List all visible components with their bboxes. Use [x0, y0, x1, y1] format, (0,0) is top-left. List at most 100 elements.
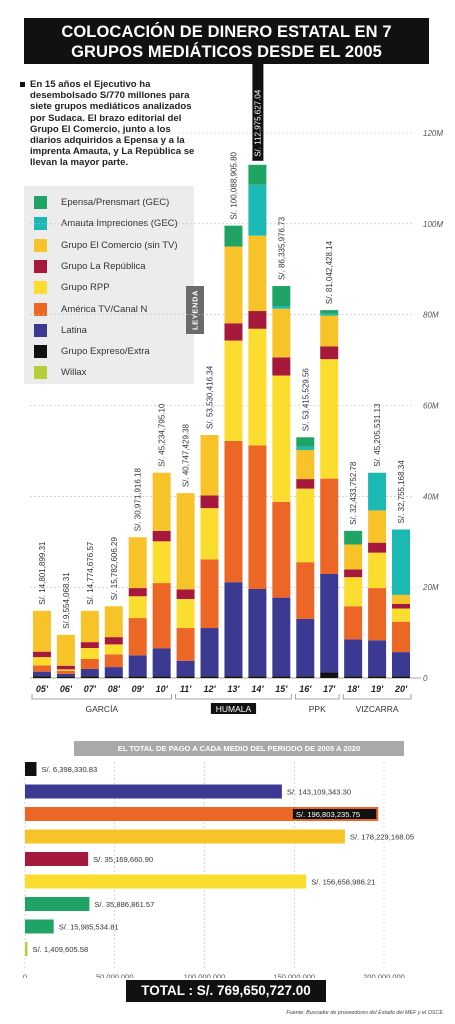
- bar-segment: [32, 665, 51, 672]
- bar-segment: [152, 530, 171, 542]
- period-bracket: [31, 694, 173, 700]
- bar-segment: [56, 665, 75, 670]
- bar-segment: [392, 594, 411, 604]
- bar-segment: [392, 529, 411, 595]
- legend-swatch: [34, 323, 47, 337]
- x-tick-label: 150,000,000: [273, 973, 315, 979]
- bar-total-label: S/. 100,088,905.80: [229, 151, 238, 219]
- bar-segment: [200, 495, 219, 509]
- bar-segment: [32, 671, 51, 677]
- bar-segment: [176, 628, 195, 661]
- x-tick-label: 07': [84, 684, 97, 694]
- period-label: GARCÍA: [86, 704, 119, 714]
- hbar-highlight-bg: [292, 809, 377, 819]
- legend-swatch: [34, 259, 47, 273]
- bar-segment: [176, 676, 195, 678]
- bar-total-label: S/. 45,234,795.10: [158, 403, 167, 467]
- bar-total-label: S/. 86,335,976.73: [277, 216, 286, 280]
- bar-segment: [344, 569, 363, 578]
- bar-segment: [248, 311, 267, 329]
- title-line-2: GRUPOS MEDIÁTICOS DESDE EL 2005: [71, 43, 382, 61]
- hbar-value-label: S/. 196,803,235.75: [296, 810, 360, 819]
- y-tick-label: 60M: [423, 402, 439, 411]
- y-tick-label: 40M: [423, 492, 439, 501]
- bar-segment: [272, 306, 291, 309]
- x-tick-label: 200,000,000: [363, 973, 405, 979]
- bar-segment: [200, 559, 219, 629]
- y-tick-label: 20M: [422, 583, 439, 592]
- bar-total-label: S/. 53,415,529.56: [301, 368, 310, 432]
- bar-segment: [248, 235, 267, 312]
- bar-segment: [320, 310, 339, 314]
- x-tick-label: 100,000,000: [184, 973, 226, 979]
- hbar-value-label: S/. 143,109,343.30: [287, 788, 351, 797]
- x-tick-label: 12': [203, 684, 216, 694]
- hbar-value-label: S/. 178,229,168.05: [350, 833, 414, 842]
- bar-segment: [272, 501, 291, 598]
- period-bracket: [294, 694, 340, 700]
- bar-segment: [152, 676, 171, 678]
- bar-total-label: S/. 15,782,606.29: [110, 537, 119, 601]
- intro-text: En 15 años el Ejecutivo ha desembolsado …: [20, 79, 200, 169]
- bar-segment: [248, 445, 267, 589]
- x-tick-label: 20': [394, 684, 408, 694]
- bar-segment: [344, 639, 363, 677]
- legend-label: Grupo RPP: [61, 282, 110, 294]
- period-label: VIZCARRA: [356, 704, 399, 714]
- legend-label: Epensa/Prensmart (GEC): [61, 197, 170, 208]
- bar-segment: [344, 577, 363, 607]
- bar-segment: [368, 542, 387, 553]
- x-tick-label: 16': [299, 684, 312, 694]
- bar-segment: [392, 608, 411, 622]
- y-tick-label: 120M: [423, 129, 443, 138]
- bar-segment: [56, 676, 75, 678]
- bar-segment: [128, 655, 147, 677]
- bar-segment: [104, 644, 123, 655]
- bar-segment: [344, 530, 363, 545]
- x-tick-label: 10': [156, 684, 169, 694]
- legend: Epensa/Prensmart (GEC) Amauta Impreciones…: [24, 186, 194, 384]
- bar-total-label: S/. 30,971,916.18: [134, 467, 143, 531]
- bar-segment: [296, 488, 315, 563]
- bar-total-label: S/. 81,042,428.14: [325, 240, 334, 304]
- legend-swatch: [34, 217, 47, 231]
- bar-segment: [272, 676, 291, 678]
- x-tick-label: 13': [227, 684, 240, 694]
- bar-segment: [80, 658, 99, 669]
- bar-segment: [272, 308, 291, 358]
- hbar-value-label: S/. 6,398,330.83: [41, 765, 97, 774]
- x-tick-label: 18': [347, 684, 360, 694]
- bar-segment: [272, 357, 291, 376]
- bar-segment: [272, 375, 291, 502]
- bar-segment: [80, 676, 99, 678]
- bullet-icon: [20, 82, 25, 87]
- x-tick-label: 05': [36, 684, 49, 694]
- bar-segment: [224, 340, 243, 441]
- x-tick-label: 11': [180, 684, 192, 694]
- x-tick-label: 19': [371, 684, 384, 694]
- bar-segment: [176, 660, 195, 677]
- bar-segment: [392, 676, 411, 678]
- bar-segment: [200, 435, 219, 496]
- hbar: [25, 919, 54, 934]
- x-tick-label: 15': [275, 684, 288, 694]
- bar-segment: [176, 493, 195, 590]
- bar-segment: [104, 654, 123, 668]
- bar-segment: [128, 537, 147, 589]
- x-tick-label: 17': [323, 684, 336, 694]
- bar-segment: [80, 648, 99, 659]
- bar-segment: [272, 286, 291, 307]
- bar-segment: [320, 313, 339, 316]
- x-tick-label: 06': [60, 684, 73, 694]
- intro-paragraph: En 15 años el Ejecutivo ha desembolsado …: [30, 79, 195, 169]
- bar-segment: [152, 472, 171, 531]
- bar-segment: [56, 673, 75, 677]
- x-tick-label: 14': [251, 684, 264, 694]
- hbar-value-label: S/. 1,409,605.58: [33, 945, 89, 954]
- bar-segment: [296, 450, 315, 480]
- legend-tab: LEYENDA: [186, 286, 204, 334]
- legend-label: Latina: [61, 324, 87, 336]
- bar-segment: [368, 510, 387, 543]
- source-note: Fuente: Buscador de proveedores del Esta…: [286, 1010, 443, 1016]
- legend-label: Grupo El Comercio (sin TV): [61, 239, 178, 251]
